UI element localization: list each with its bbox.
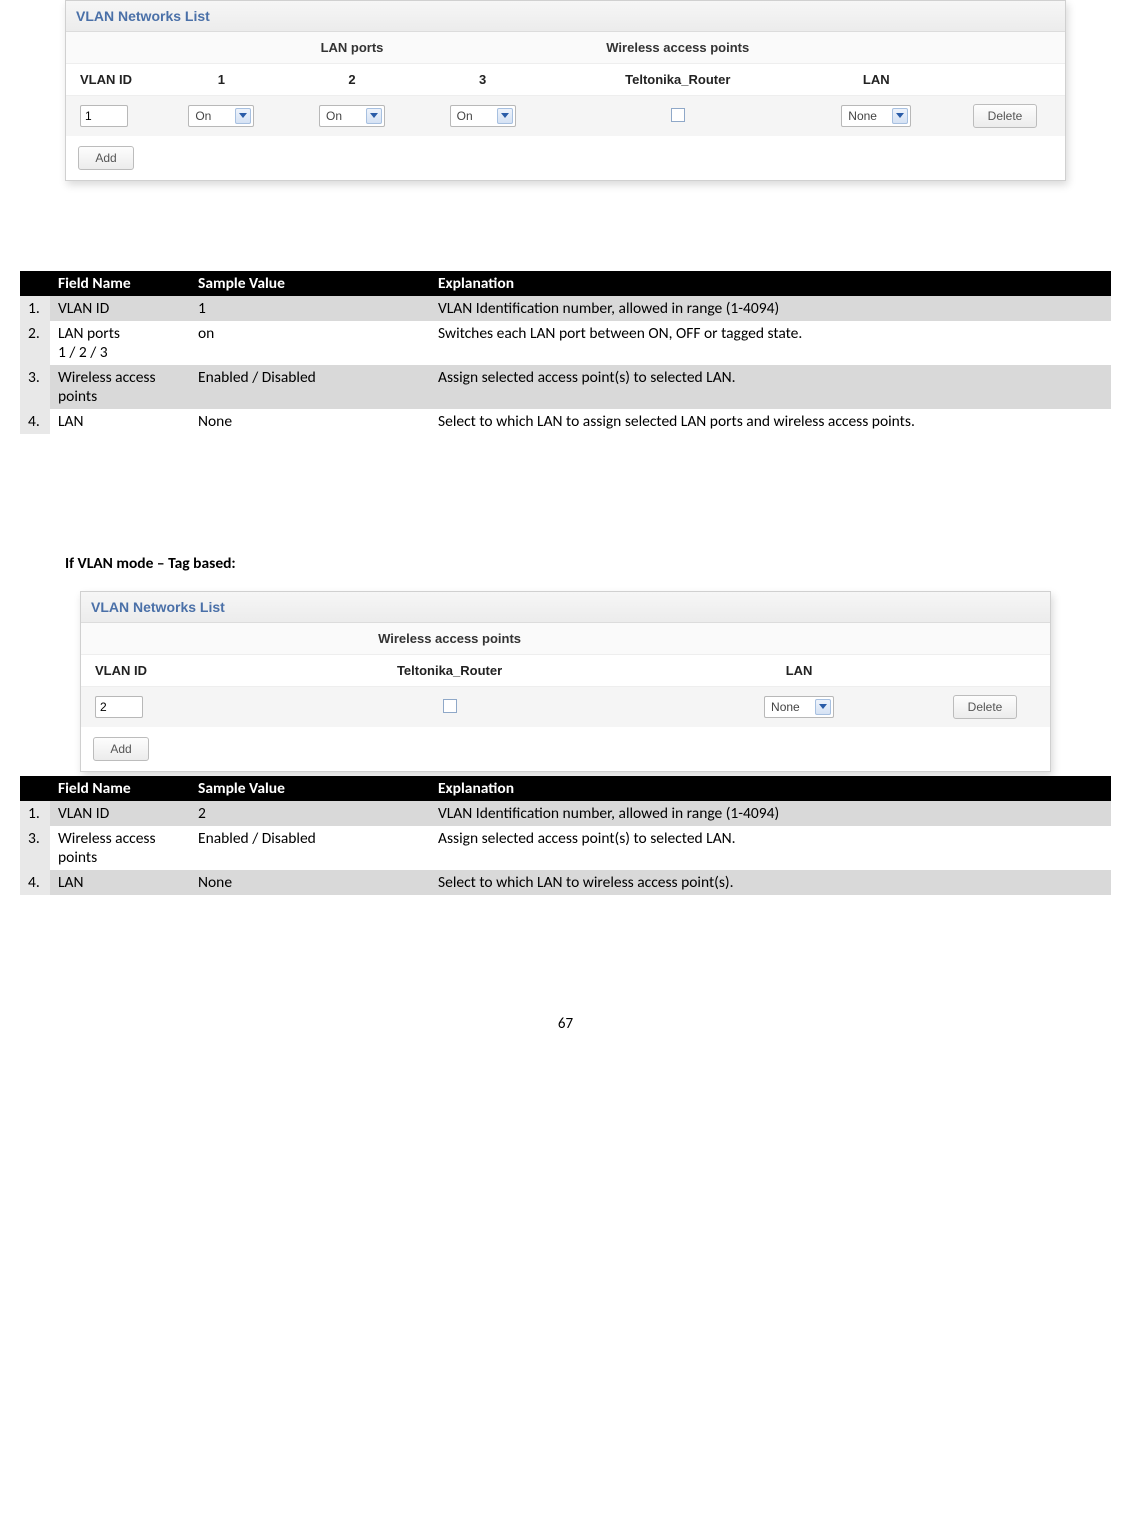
row-num: 2. [20, 321, 50, 365]
wap-checkbox[interactable] [671, 108, 685, 122]
row-expl: Select to which LAN to wireless access p… [430, 870, 1111, 895]
col-wap-name: Teltonika_Router [221, 655, 678, 687]
row-num: 1. [20, 296, 50, 321]
th-explanation: Explanation [430, 776, 1111, 801]
add-button[interactable]: Add [93, 737, 149, 761]
row-expl: VLAN Identification number, allowed in r… [430, 801, 1111, 826]
row-fname: Wireless access points [50, 826, 190, 870]
vlan-grid-2: Wireless access points VLAN ID Teltonika… [81, 623, 1050, 771]
page-number: 67 [20, 1015, 1111, 1033]
chevron-down-icon [815, 699, 831, 715]
row-expl: Select to which LAN to assign selected L… [430, 409, 1111, 434]
col-lan: LAN [808, 64, 945, 96]
row-sval: Enabled / Disabled [190, 826, 430, 870]
chevron-down-icon [366, 108, 382, 124]
row-expl: Assign selected access point(s) to selec… [430, 826, 1111, 870]
row-sval: None [190, 870, 430, 895]
chevron-down-icon [235, 108, 251, 124]
lan-select[interactable]: None [764, 696, 834, 718]
col-lan: LAN [678, 655, 920, 687]
vlan-id-input[interactable] [95, 696, 143, 718]
th-sample-value: Sample Value [190, 271, 430, 296]
row-sval: Enabled / Disabled [190, 365, 430, 409]
section-heading: If VLAN mode – Tag based: [65, 554, 1111, 573]
row-num: 4. [20, 870, 50, 895]
row-expl: Assign selected access point(s) to selec… [430, 365, 1111, 409]
delete-button[interactable]: Delete [953, 695, 1018, 719]
chevron-down-icon [497, 108, 513, 124]
row-fname: LAN [50, 409, 190, 434]
row-num: 3. [20, 365, 50, 409]
row-sval: 1 [190, 296, 430, 321]
field-table-1: Field Name Sample Value Explanation 1. V… [20, 271, 1111, 434]
port1-select[interactable]: On [188, 105, 254, 127]
vlan-panel-1: VLAN Networks List LAN ports Wireless ac… [65, 0, 1066, 181]
row-fname: VLAN ID [50, 801, 190, 826]
col-vlan-id: VLAN ID [66, 64, 156, 96]
row-fname: VLAN ID [50, 296, 190, 321]
th-field-name: Field Name [50, 271, 190, 296]
row-fname: LAN ports 1 / 2 / 3 [50, 321, 190, 365]
row-expl: Switches each LAN port between ON, OFF o… [430, 321, 1111, 365]
wap-checkbox[interactable] [443, 699, 457, 713]
col-vlan-id: VLAN ID [81, 655, 221, 687]
vlan-panel-2: VLAN Networks List Wireless access point… [80, 591, 1051, 772]
th-num [20, 271, 50, 296]
add-button[interactable]: Add [78, 146, 134, 170]
th-field-name: Field Name [50, 776, 190, 801]
field-table-2: Field Name Sample Value Explanation 1. V… [20, 776, 1111, 895]
group-header-wap: Wireless access points [221, 623, 678, 655]
panel-title: VLAN Networks List [81, 592, 1050, 623]
th-explanation: Explanation [430, 271, 1111, 296]
vlan-id-input[interactable] [80, 105, 128, 127]
col-port-1: 1 [156, 64, 287, 96]
group-header-wap: Wireless access points [548, 32, 808, 64]
col-wap-name: Teltonika_Router [548, 64, 808, 96]
port2-select[interactable]: On [319, 105, 385, 127]
th-sample-value: Sample Value [190, 776, 430, 801]
col-port-3: 3 [417, 64, 548, 96]
panel-title: VLAN Networks List [66, 1, 1065, 32]
row-expl: VLAN Identification number, allowed in r… [430, 296, 1111, 321]
lan-select[interactable]: None [841, 105, 911, 127]
group-header-lan-ports: LAN ports [156, 32, 548, 64]
row-num: 1. [20, 801, 50, 826]
row-num: 3. [20, 826, 50, 870]
row-num: 4. [20, 409, 50, 434]
col-port-2: 2 [287, 64, 418, 96]
delete-button[interactable]: Delete [973, 104, 1038, 128]
th-num [20, 776, 50, 801]
row-fname: LAN [50, 870, 190, 895]
vlan-grid-1: LAN ports Wireless access points VLAN ID… [66, 32, 1065, 180]
row-sval: on [190, 321, 430, 365]
row-sval: None [190, 409, 430, 434]
row-fname: Wireless access points [50, 365, 190, 409]
port3-select[interactable]: On [450, 105, 516, 127]
chevron-down-icon [892, 108, 908, 124]
row-sval: 2 [190, 801, 430, 826]
